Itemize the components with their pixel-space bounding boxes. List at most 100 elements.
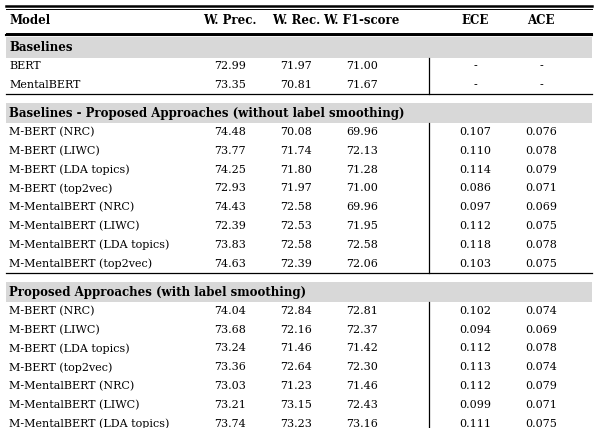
Text: -: - <box>539 61 543 71</box>
Text: 0.097: 0.097 <box>459 202 492 212</box>
Text: M-BERT (NRC): M-BERT (NRC) <box>9 127 94 137</box>
Text: 0.099: 0.099 <box>459 400 492 410</box>
Text: M-BERT (top2vec): M-BERT (top2vec) <box>9 362 112 373</box>
Text: 0.079: 0.079 <box>525 165 557 175</box>
Text: 72.99: 72.99 <box>214 61 246 71</box>
Text: 0.102: 0.102 <box>459 306 492 316</box>
Text: 70.08: 70.08 <box>280 127 312 137</box>
FancyBboxPatch shape <box>6 282 592 302</box>
Text: 72.81: 72.81 <box>346 306 378 316</box>
Text: 71.00: 71.00 <box>346 61 378 71</box>
Text: 69.96: 69.96 <box>346 127 378 137</box>
Text: 73.23: 73.23 <box>280 419 312 428</box>
Text: 72.93: 72.93 <box>214 184 246 193</box>
Text: 0.078: 0.078 <box>525 344 557 354</box>
Text: 73.68: 73.68 <box>214 325 246 335</box>
Text: M-MentalBERT (NRC): M-MentalBERT (NRC) <box>9 202 134 212</box>
Text: 0.071: 0.071 <box>525 400 557 410</box>
Text: M-MentalBERT (LIWC): M-MentalBERT (LIWC) <box>9 400 139 410</box>
Text: 0.110: 0.110 <box>459 146 492 156</box>
Text: 72.43: 72.43 <box>346 400 378 410</box>
Text: 72.53: 72.53 <box>280 221 312 231</box>
Text: 70.81: 70.81 <box>280 80 312 90</box>
Text: 71.95: 71.95 <box>346 221 378 231</box>
Text: Baselines - Proposed Approaches (without label smoothing): Baselines - Proposed Approaches (without… <box>9 107 404 120</box>
Text: M-BERT (LIWC): M-BERT (LIWC) <box>9 146 100 156</box>
Text: 0.113: 0.113 <box>459 363 492 372</box>
Text: 73.16: 73.16 <box>346 419 378 428</box>
FancyBboxPatch shape <box>6 37 592 57</box>
Text: 0.075: 0.075 <box>525 419 557 428</box>
Text: 74.48: 74.48 <box>214 127 246 137</box>
Text: Proposed Approaches (with label smoothing): Proposed Approaches (with label smoothin… <box>9 285 306 299</box>
Text: ACE: ACE <box>527 14 555 27</box>
Text: 0.118: 0.118 <box>459 240 492 250</box>
Text: 71.74: 71.74 <box>280 146 312 156</box>
Text: 74.43: 74.43 <box>214 202 246 212</box>
Text: 0.086: 0.086 <box>459 184 492 193</box>
Text: 71.97: 71.97 <box>280 184 312 193</box>
Text: 69.96: 69.96 <box>346 202 378 212</box>
Text: 0.069: 0.069 <box>525 325 557 335</box>
Text: M-MentalBERT (NRC): M-MentalBERT (NRC) <box>9 381 134 391</box>
Text: MentalBERT: MentalBERT <box>9 80 80 90</box>
Text: 71.23: 71.23 <box>280 381 312 391</box>
Text: 72.58: 72.58 <box>280 240 312 250</box>
Text: 0.071: 0.071 <box>525 184 557 193</box>
Text: 72.58: 72.58 <box>346 240 378 250</box>
Text: 71.97: 71.97 <box>280 61 312 71</box>
Text: 71.80: 71.80 <box>280 165 312 175</box>
Text: BERT: BERT <box>9 61 41 71</box>
Text: 0.107: 0.107 <box>459 127 492 137</box>
Text: 74.63: 74.63 <box>214 259 246 269</box>
Text: 71.67: 71.67 <box>346 80 378 90</box>
Text: 72.06: 72.06 <box>346 259 378 269</box>
Text: 72.84: 72.84 <box>280 306 312 316</box>
Text: 0.078: 0.078 <box>525 146 557 156</box>
Text: 74.04: 74.04 <box>214 306 246 316</box>
Text: 73.74: 73.74 <box>214 419 246 428</box>
Text: 0.076: 0.076 <box>525 127 557 137</box>
Text: 72.13: 72.13 <box>346 146 378 156</box>
Text: 72.58: 72.58 <box>280 202 312 212</box>
Text: 72.37: 72.37 <box>346 325 378 335</box>
Text: 73.24: 73.24 <box>214 344 246 354</box>
Text: 74.25: 74.25 <box>214 165 246 175</box>
Text: ECE: ECE <box>462 14 489 27</box>
Text: 0.074: 0.074 <box>525 363 557 372</box>
Text: 73.77: 73.77 <box>215 146 246 156</box>
Text: M-BERT (LDA topics): M-BERT (LDA topics) <box>9 164 130 175</box>
Text: W. Rec.: W. Rec. <box>272 14 320 27</box>
Text: 0.114: 0.114 <box>459 165 492 175</box>
Text: M-BERT (top2vec): M-BERT (top2vec) <box>9 183 112 194</box>
Text: 0.075: 0.075 <box>525 221 557 231</box>
Text: 0.111: 0.111 <box>459 419 492 428</box>
Text: 71.00: 71.00 <box>346 184 378 193</box>
Text: W. F1-score: W. F1-score <box>324 14 400 27</box>
Text: 0.078: 0.078 <box>525 240 557 250</box>
Text: 72.30: 72.30 <box>346 363 378 372</box>
Text: M-MentalBERT (LIWC): M-MentalBERT (LIWC) <box>9 221 139 231</box>
Text: 71.46: 71.46 <box>346 381 378 391</box>
Text: 73.83: 73.83 <box>214 240 246 250</box>
Text: W. Prec.: W. Prec. <box>203 14 257 27</box>
Text: M-BERT (LIWC): M-BERT (LIWC) <box>9 324 100 335</box>
Text: 72.64: 72.64 <box>280 363 312 372</box>
Text: 71.42: 71.42 <box>346 344 378 354</box>
Text: Model: Model <box>9 14 50 27</box>
Text: 0.112: 0.112 <box>459 381 492 391</box>
Text: Baselines: Baselines <box>9 41 72 54</box>
Text: 73.21: 73.21 <box>214 400 246 410</box>
Text: 0.112: 0.112 <box>459 221 492 231</box>
Text: M-BERT (NRC): M-BERT (NRC) <box>9 306 94 316</box>
Text: 71.46: 71.46 <box>280 344 312 354</box>
Text: 73.03: 73.03 <box>214 381 246 391</box>
Text: 71.28: 71.28 <box>346 165 378 175</box>
Text: -: - <box>474 80 477 90</box>
Text: 0.074: 0.074 <box>525 306 557 316</box>
Text: 0.069: 0.069 <box>525 202 557 212</box>
Text: 0.112: 0.112 <box>459 344 492 354</box>
FancyBboxPatch shape <box>6 103 592 123</box>
Text: -: - <box>539 80 543 90</box>
Text: 0.094: 0.094 <box>459 325 492 335</box>
